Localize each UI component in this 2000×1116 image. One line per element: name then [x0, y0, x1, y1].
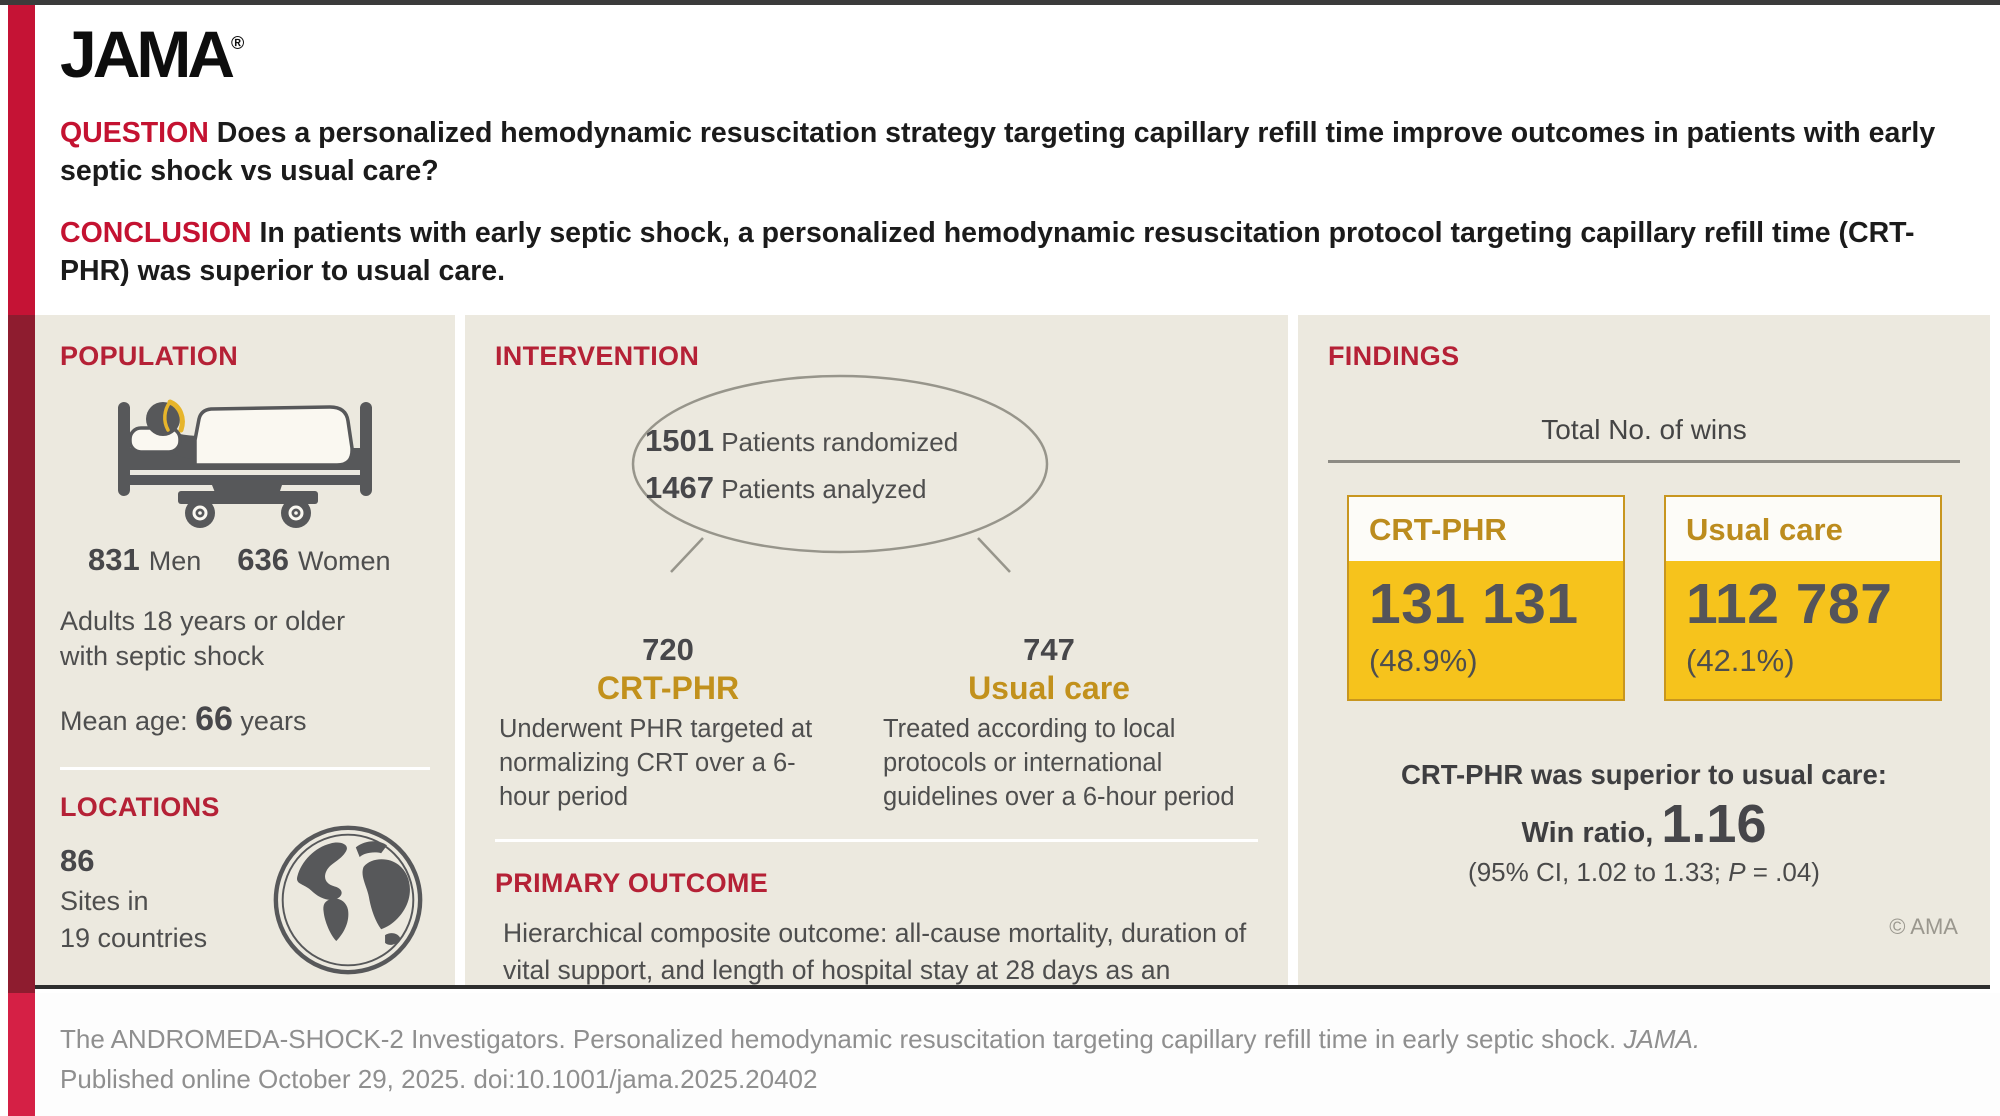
card-wins: 112 787 [1686, 572, 1893, 636]
arm-name: CRT-PHR [596, 670, 740, 706]
site-count: 86 [60, 843, 95, 879]
win-ratio-value: 1.16 [1661, 793, 1767, 854]
wins-cards: CRT-PHR 131 131 (48.9%) Usual care 112 7… [1347, 495, 1960, 701]
top-border [0, 0, 2000, 5]
question-text: Does a personalized hemodynamic resuscit… [60, 117, 1936, 187]
randomization-ellipse [631, 374, 1049, 573]
arm-description: Treated according to local protocols or … [883, 715, 1235, 811]
site-lines: Sites in 19 countries [60, 886, 208, 953]
card-title: CRT-PHR [1349, 497, 1623, 561]
conclusion-label: CONCLUSION [60, 216, 252, 249]
citation-footer: The ANDROMEDA-SHOCK-2 Investigators. Per… [35, 993, 2000, 1116]
card-usual-care: Usual care 112 787 (42.1%) [1664, 495, 1942, 701]
randomization-counts: 1501 Patients randomized 1467 Patients a… [645, 418, 958, 511]
section-divider [60, 767, 430, 771]
confidence-interval: (95% CI, 1.02 to 1.33; P = .04) [1468, 856, 1820, 887]
intervention-panel: INTERVENTION 1501 Patients randomized 14… [465, 315, 1288, 1022]
patient-bed-icon [118, 399, 372, 528]
citation-line2: Published online October 29, 2025. doi:1… [60, 1064, 818, 1095]
card-wins: 131 131 [1369, 572, 1579, 636]
arm-usual-care: 747 Usual care Treated according to loca… [849, 632, 1249, 815]
subtitle-underline [1328, 460, 1960, 463]
population-panel: POPULATION [35, 315, 455, 985]
card-percent: (42.1%) [1686, 642, 1795, 678]
women-count: 636 Women [237, 542, 391, 577]
population-heading: POPULATION [60, 341, 238, 371]
mean-age: Mean age: 66 years [60, 700, 307, 739]
superiority-statement: CRT-PHR was superior to usual care: [1401, 758, 1887, 790]
primary-outcome-heading: PRIMARY OUTCOME [495, 867, 769, 898]
arm-name: Usual care [968, 670, 1130, 706]
randomized-line: 1501 Patients randomized [645, 423, 959, 458]
conclusion-text: In patients with early septic shock, a p… [60, 216, 1915, 287]
section-divider [495, 838, 1258, 842]
jama-logo: JAMA® [60, 21, 1960, 87]
men-count: 831 Men [88, 542, 202, 577]
jama-logo-text: JAMA [60, 17, 235, 91]
header: JAMA® QUESTION Does a personalized hemod… [35, 5, 2000, 315]
trial-arms: 720 CRT-PHR Underwent PHR targeted at no… [495, 632, 1258, 815]
card-percent: (48.9%) [1369, 642, 1478, 678]
question-label: QUESTION [60, 117, 209, 149]
arm-n: 720 [642, 632, 694, 667]
findings-heading: FINDINGS [1328, 341, 1460, 371]
citation-line1: The ANDROMEDA-SHOCK-2 Investigators. Per… [60, 1024, 1701, 1054]
locations-heading: LOCATIONS [60, 792, 220, 823]
findings-panel: FINDINGS Total No. of wins CRT-PHR 131 1… [1298, 315, 1990, 985]
population-description: Adults 18 years or older with septic sho… [60, 606, 346, 672]
sex-breakdown: 831 Men 636 Women [60, 542, 430, 578]
journal-name: JAMA. [1623, 1024, 1701, 1054]
globe-icon [273, 825, 423, 975]
question-paragraph: QUESTION Does a personalized hemodynamic… [60, 115, 1960, 191]
arm-crt-phr: 720 CRT-PHR Underwent PHR targeted at no… [495, 632, 841, 815]
ama-copyright: © AMA [1889, 913, 1958, 939]
arm-n: 747 [1023, 632, 1075, 667]
card-title: Usual care [1666, 497, 1940, 561]
intervention-heading: INTERVENTION [495, 341, 700, 371]
main-panels: POPULATION [35, 315, 1990, 1022]
analyzed-line: 1467 Patients analyzed [645, 469, 927, 505]
conclusion-paragraph: CONCLUSION In patients with early septic… [60, 215, 1960, 291]
wins-subtitle: Total No. of wins [1541, 414, 1747, 445]
locations-text: LOCATIONS 86 Sites in 19 countries [60, 792, 220, 978]
randomization-diagram: 1501 Patients randomized 1467 Patients a… [495, 372, 1258, 632]
left-accent-bar [8, 5, 35, 1116]
locations-block: LOCATIONS 86 Sites in 19 countries [60, 792, 430, 978]
arm-description: Underwent PHR targeted at normalizing CR… [499, 715, 813, 811]
registered-trademark-icon: ® [231, 33, 245, 53]
win-ratio: Win ratio, 1.16 [1521, 793, 1767, 854]
card-crt-phr: CRT-PHR 131 131 (48.9%) [1347, 495, 1625, 701]
